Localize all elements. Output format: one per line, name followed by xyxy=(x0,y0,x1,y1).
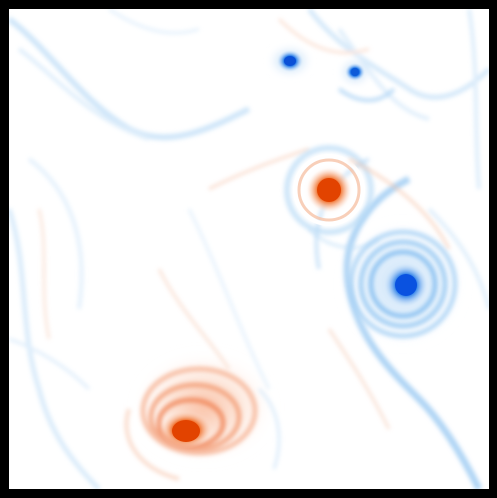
background-filaments xyxy=(9,9,489,489)
small-blue-vortex-top-left xyxy=(268,45,312,77)
vorticity-canvas xyxy=(9,9,489,489)
vorticity-field xyxy=(9,9,489,489)
orange-spiral-vortex-bottom-left xyxy=(124,355,281,481)
small-blue-vortex-top-right xyxy=(337,58,396,103)
orange-vortex-center xyxy=(284,145,451,250)
blue-spiral-vortex-right xyxy=(343,224,463,344)
